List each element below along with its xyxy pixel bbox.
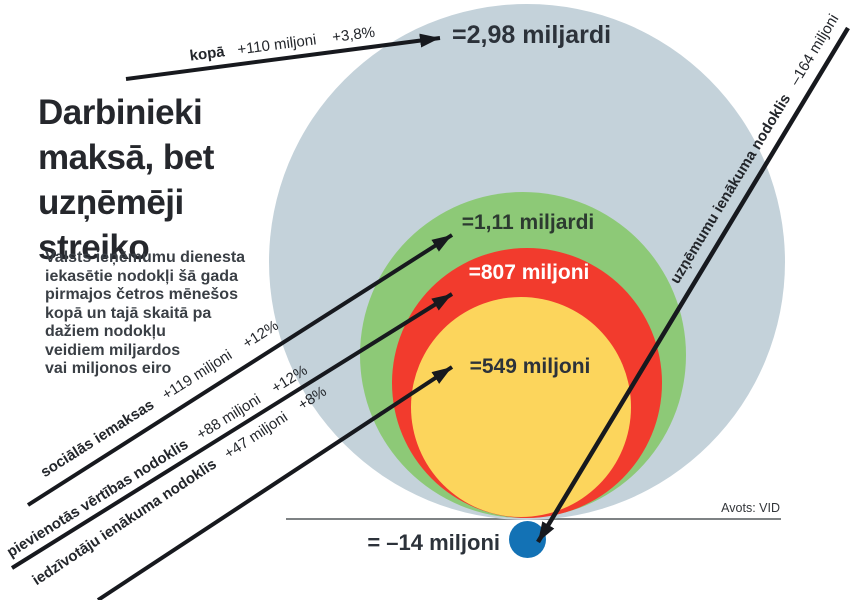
value-label-personal: =549 miljoni — [469, 355, 591, 378]
page-title: Darbinieki maksā, bet uzņēmēji streiko — [38, 90, 214, 270]
value-label-corporate: = –14 miljoni — [367, 530, 500, 555]
subtitle-line: Valsts ieņēmumu dienesta — [45, 249, 246, 266]
arrow-total — [125, 33, 441, 81]
arrow-vat — [10, 292, 454, 570]
subtitle-line: kopā un tajā skaitā pa — [45, 304, 212, 322]
title-line: streiko — [38, 228, 150, 267]
value-label-vat: =807 miljoni — [468, 261, 590, 284]
title-line: Darbinieki — [38, 93, 203, 132]
value-label-total: =2,98 miljardi — [452, 21, 612, 49]
title-line: maksā, bet — [38, 138, 214, 177]
title-line: uzņēmēji — [38, 183, 184, 222]
subtitle-line: iekasētie nodokļi šā gada — [45, 267, 238, 285]
subtitle-line: vai miljonos eiro — [45, 360, 172, 377]
arrow-personal — [96, 365, 454, 600]
bubble-personal-income-tax — [411, 297, 631, 517]
page-subtitle: Valsts ieņēmumu dienesta iekasētie nodok… — [45, 249, 245, 379]
subtitle-line: veidiem miljardos — [45, 341, 181, 359]
source-credit: Avots: VID — [721, 501, 780, 515]
arrow-social — [26, 233, 454, 507]
subtitle-line: dažiem nodokļu — [45, 323, 166, 340]
value-label-social: =1,11 miljardi — [461, 211, 595, 234]
arrow-corporate — [536, 26, 850, 544]
subtitle-line: pirmajos četros mēnešos — [45, 286, 238, 303]
